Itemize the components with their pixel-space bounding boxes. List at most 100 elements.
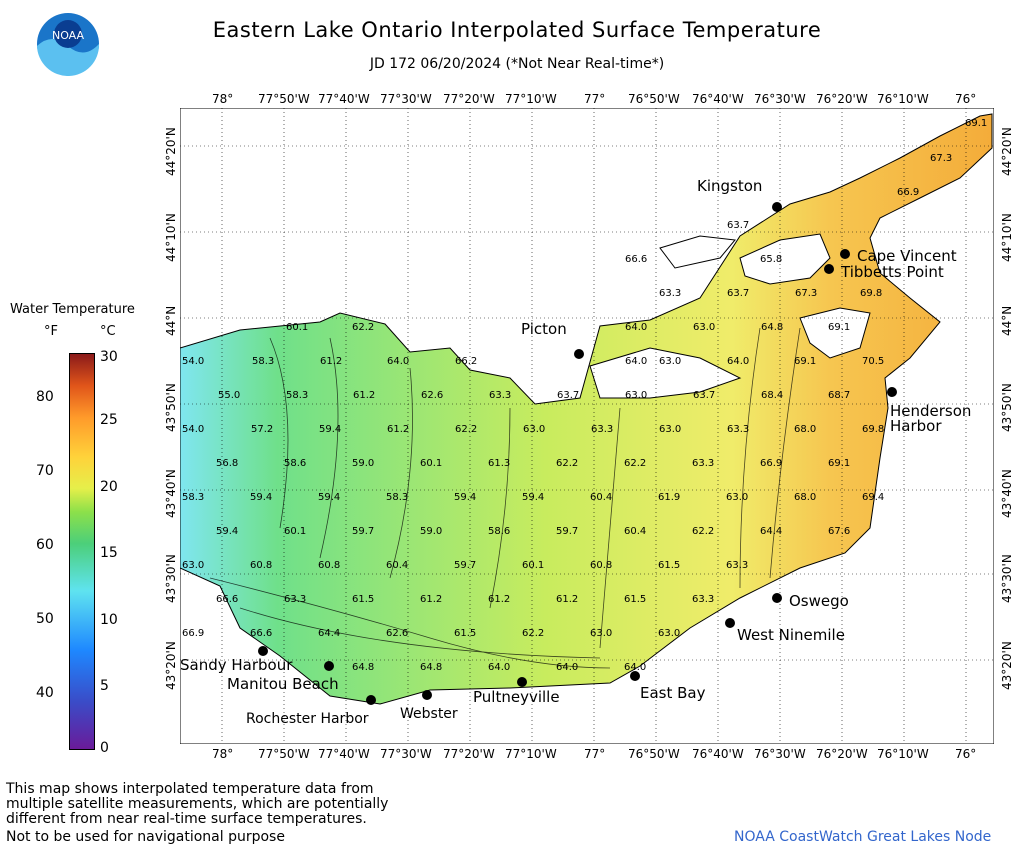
temp-label: 63.7 [727, 288, 749, 299]
lon-label: 76°50'W [628, 747, 680, 761]
lon-label: 77° [584, 92, 606, 106]
temp-label: 64.8 [420, 662, 442, 673]
temperature-labels: 69.1 67.3 66.9 63.7 65.8 66.6 67.3 69.8 … [182, 118, 987, 673]
temp-label: 63.0 [182, 560, 204, 571]
lon-label: 78° [212, 92, 234, 106]
f-tick: 50 [36, 611, 54, 627]
temp-label: 67.6 [828, 526, 850, 537]
temp-label: 59.7 [454, 560, 476, 571]
lat-label: 44°20'N [164, 127, 178, 176]
temp-label: 64.0 [727, 356, 749, 367]
place-manitou-beach: Manitou Beach [227, 675, 339, 693]
temp-label: 59.7 [352, 526, 374, 537]
land-amherst [659, 235, 736, 269]
temp-label: 63.7 [557, 390, 579, 401]
f-tick: 70 [36, 463, 54, 479]
temp-label: 59.4 [216, 526, 238, 537]
dot-henderson-harbor [887, 387, 897, 397]
temp-label: 67.3 [795, 288, 817, 299]
lon-label: 76° [955, 92, 977, 106]
temp-label: 68.0 [794, 492, 816, 503]
temp-label: 59.4 [250, 492, 272, 503]
temp-label: 63.0 [658, 628, 680, 639]
place-picton: Picton [521, 320, 567, 338]
temp-label: 66.6 [250, 628, 272, 639]
temp-label: 64.0 [556, 662, 578, 673]
temp-label: 63.3 [591, 424, 613, 435]
temp-label: 61.5 [454, 628, 476, 639]
c-tick: 15 [100, 545, 118, 561]
lon-label: 76°30'W [754, 747, 806, 761]
temp-label: 60.8 [318, 560, 340, 571]
dot-east-bay [630, 671, 640, 681]
lon-label: 78° [212, 747, 234, 761]
temp-label: 62.2 [352, 322, 374, 333]
temp-label: 55.0 [218, 390, 240, 401]
temp-label: 60.1 [286, 322, 308, 333]
temp-label: 64.8 [352, 662, 374, 673]
lon-label: 77°40'W [318, 747, 370, 761]
temp-label: 69.8 [862, 424, 884, 435]
lake-map: Kingston Cape Vincent Tibbetts Point Pic… [180, 108, 994, 744]
c-tick: 25 [100, 412, 118, 428]
lat-label: 43°20'N [164, 641, 178, 690]
temp-label: 67.3 [930, 153, 952, 164]
source-credit: NOAA CoastWatch Great Lakes Node [734, 829, 992, 845]
temp-label: 60.1 [522, 560, 544, 571]
temp-label: 59.4 [522, 492, 544, 503]
noaa-logo: NOAA [36, 12, 100, 77]
temp-label: 59.7 [556, 526, 578, 537]
place-henderson: Henderson [890, 402, 971, 420]
lat-label: 43°20'N [1000, 641, 1014, 690]
f-tick: 80 [36, 389, 54, 405]
temp-label: 66.9 [760, 458, 782, 469]
temp-label: 61.2 [556, 594, 578, 605]
temp-label: 61.9 [658, 492, 680, 503]
dot-oswego [772, 593, 782, 603]
dot-tibbetts-point [824, 264, 834, 274]
isotherm-lines [209, 327, 801, 669]
lon-label: 76°30'W [754, 92, 806, 106]
lat-label: 43°30'N [1000, 554, 1014, 603]
disclaimer-note: This map shows interpolated temperature … [6, 782, 476, 827]
place-oswego: Oswego [789, 592, 849, 610]
temp-label: 69.1 [965, 118, 987, 129]
temp-label: 60.4 [590, 492, 612, 503]
temp-label: 69.1 [794, 356, 816, 367]
land-prince-edward [589, 347, 742, 399]
temp-label: 60.4 [386, 560, 408, 571]
lon-label: 76°20'W [816, 747, 868, 761]
temp-label: 57.2 [251, 424, 273, 435]
temp-label: 58.3 [286, 390, 308, 401]
temp-label: 59.4 [319, 424, 341, 435]
temp-label: 63.3 [284, 594, 306, 605]
temp-label: 63.7 [727, 220, 749, 231]
lat-label: 43°50'N [1000, 383, 1014, 432]
note-line: different from near real-time surface te… [6, 811, 367, 827]
temp-label: 64.0 [624, 662, 646, 673]
temp-label: 70.5 [862, 356, 884, 367]
lon-label: 76°20'W [816, 92, 868, 106]
dot-webster [422, 690, 432, 700]
temp-label: 62.2 [624, 458, 646, 469]
temp-label: 66.6 [625, 254, 647, 265]
temperature-colorbar [69, 353, 95, 750]
temp-label: 63.3 [692, 594, 714, 605]
lon-label: 77°20'W [443, 92, 495, 106]
temp-label: 61.5 [624, 594, 646, 605]
place-kingston: Kingston [697, 177, 762, 195]
temp-label: 58.3 [252, 356, 274, 367]
temp-label: 61.2 [320, 356, 342, 367]
lon-label: 77°50'W [258, 747, 310, 761]
lon-label: 77°40'W [318, 92, 370, 106]
temp-label: 64.0 [625, 356, 647, 367]
temp-label: 60.4 [624, 526, 646, 537]
land-point [799, 307, 871, 359]
temp-label: 58.3 [386, 492, 408, 503]
c-tick: 30 [100, 349, 118, 365]
lon-label: 76°40'W [692, 747, 744, 761]
temp-label: 63.0 [659, 424, 681, 435]
temp-label: 66.9 [897, 187, 919, 198]
temp-label: 61.3 [488, 458, 510, 469]
temp-label: 63.3 [659, 288, 681, 299]
